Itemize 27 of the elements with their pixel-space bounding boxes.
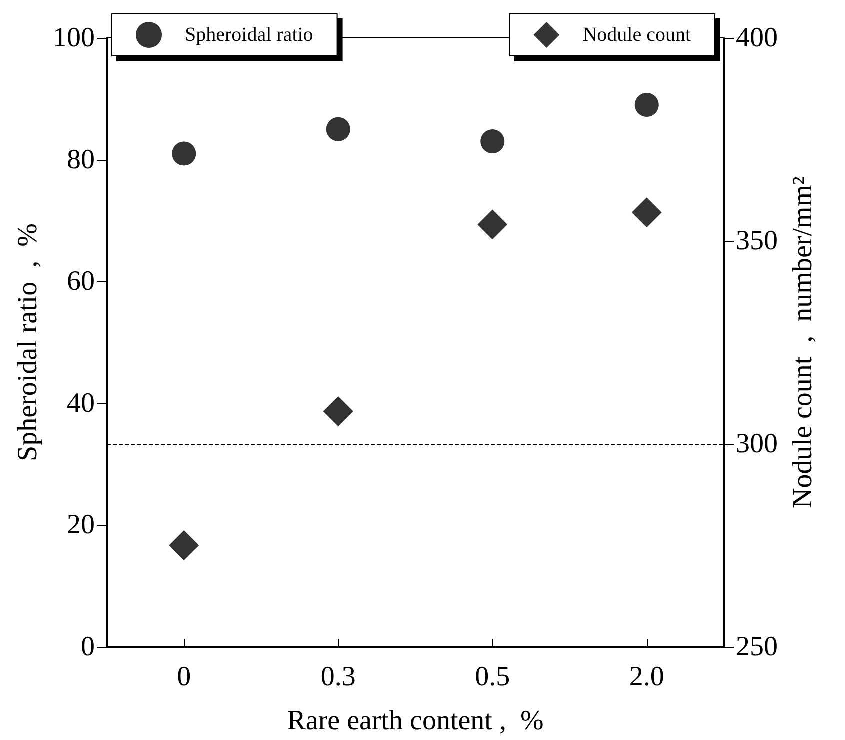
point [632,198,662,228]
y-tick-label: 60 [67,266,95,298]
legend-label: Nodule count [582,24,692,46]
y-tick-label: 0 [81,632,95,662]
point [480,130,505,154]
x-tick-label: 0.3 [320,662,356,692]
y-axis-title: Spheroidal ratio , % [12,224,44,462]
y2-tick-label: 350 [736,226,778,256]
y-tick-label: 80 [67,144,95,176]
y2-tick-label: 250 [736,632,778,662]
point [169,530,200,560]
y-tick-label: 100 [53,22,95,54]
legend-label: Spheroidal ratio [185,24,314,46]
point [323,396,354,427]
x-axis-title: Rare earth content , % [287,706,544,736]
y2-tick-label: 300 [736,428,778,460]
x-tick-label: 0 [177,662,192,692]
y2-tick-label: 400 [736,22,778,54]
y-tick-label: 20 [67,510,95,541]
y2-axis-title: Nodule count , number/mm² [787,176,818,508]
x-tick-label: 2.0 [629,662,664,692]
point [478,210,508,240]
point [172,142,196,166]
x-tick-label: 0.5 [475,662,510,692]
point [634,92,659,117]
y-tick-label: 40 [67,388,95,419]
point [326,117,350,142]
